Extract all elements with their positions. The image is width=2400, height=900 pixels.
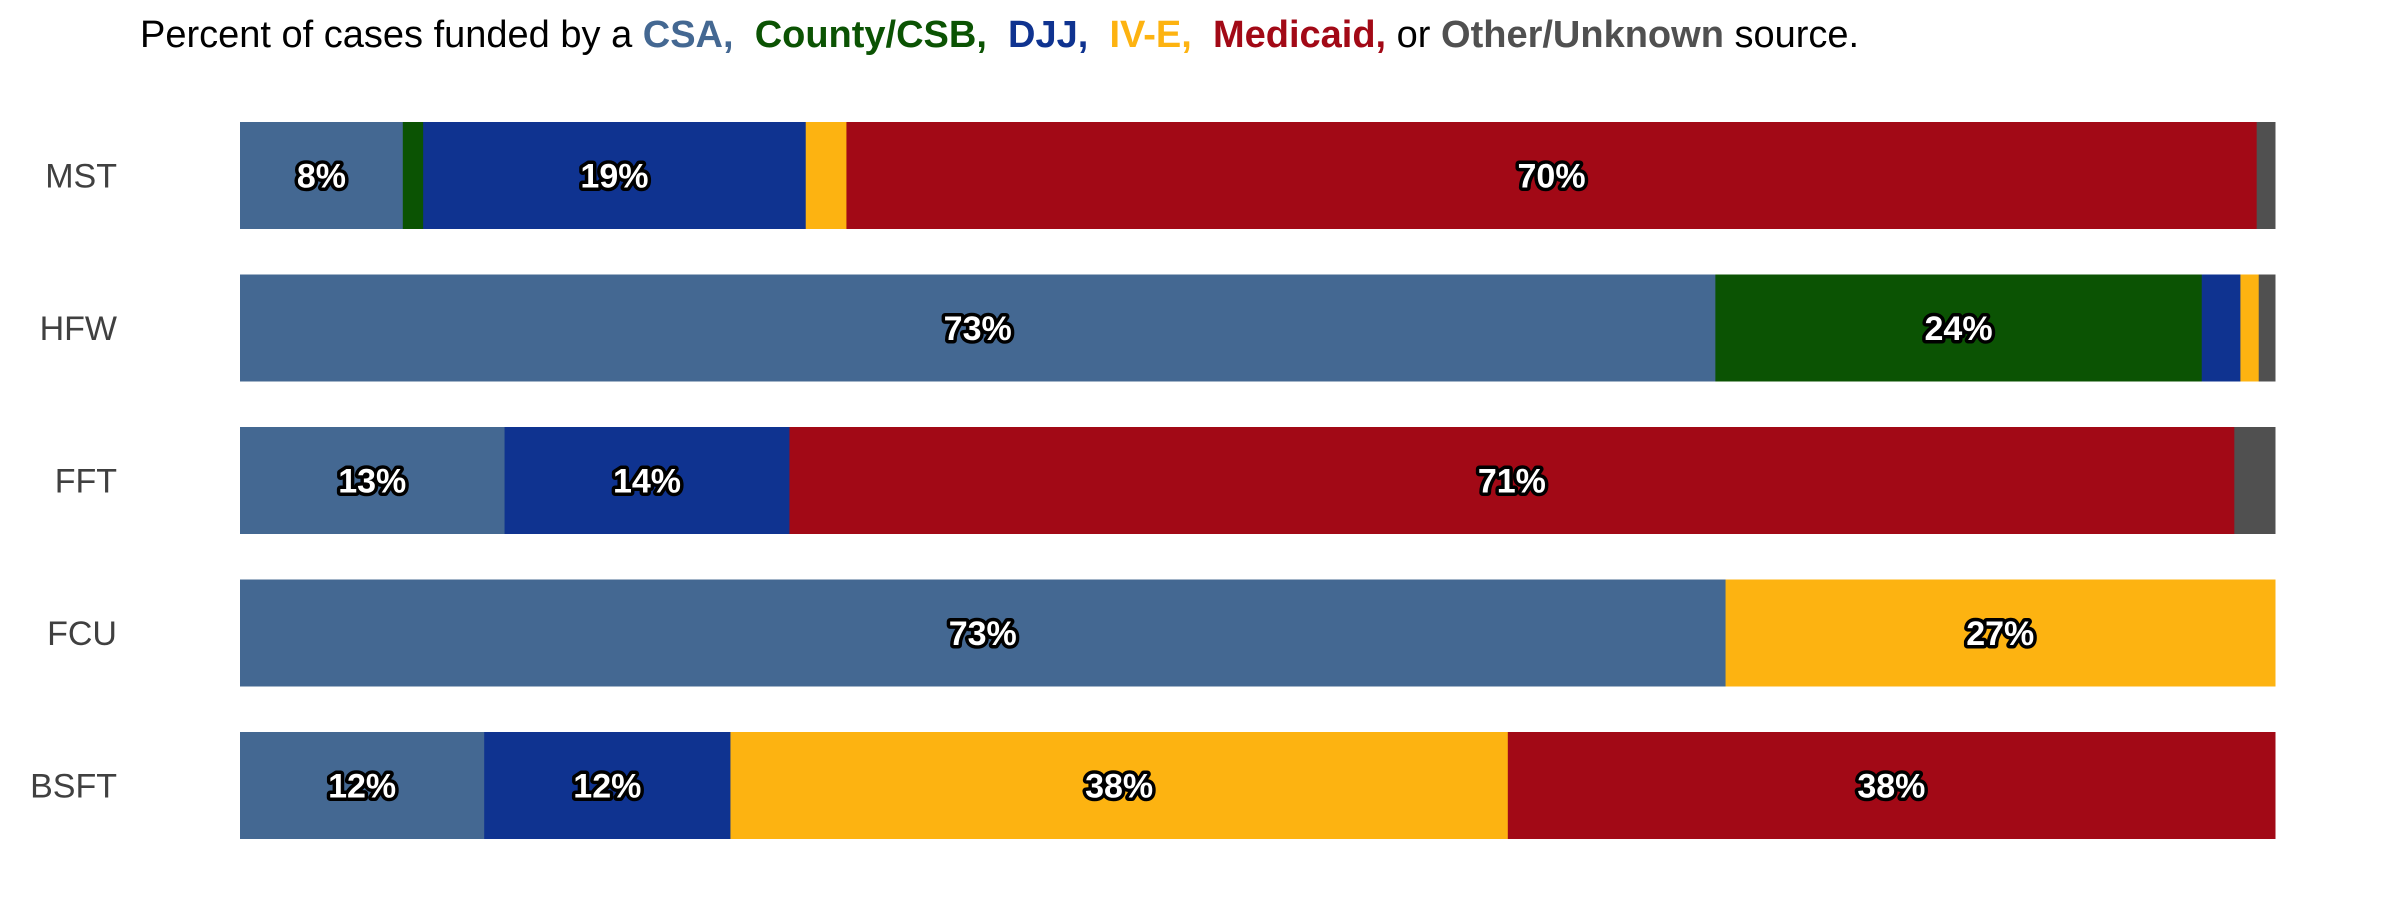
data-label-fft-djj: 14% — [613, 463, 681, 501]
title-suffix: source. — [1734, 14, 1860, 56]
bar-segment-fft-other-unknown — [2234, 427, 2276, 534]
bar-segment-fcu-csa — [240, 579, 1727, 687]
bar-segment-mst-medicaid — [846, 122, 2258, 229]
data-label-bsft-medicaid: 38% — [1857, 768, 1925, 806]
data-label-bsft-csa: 12% — [328, 768, 396, 806]
title-key-county-csb: County/CSB, — [754, 14, 987, 56]
data-label-hfw-csa: 73% — [944, 310, 1012, 348]
chart-title: Percent of cases funded by a CSA, County… — [140, 14, 1859, 57]
bar-segment-hfw-other-unknown — [2258, 274, 2276, 382]
bar-segment-mst-djj — [423, 122, 807, 229]
bars-layer — [240, 122, 2276, 839]
data-label-fft-csa: 13% — [338, 463, 406, 501]
bar-segment-mst-iv-e — [805, 122, 847, 229]
bar-segment-mst-county-csb — [402, 122, 424, 229]
bar-segment-bsft-medicaid — [1507, 732, 2276, 839]
data-label-bsft-iv-e: 38% — [1085, 768, 1153, 806]
data-label-bsft-djj: 12% — [573, 768, 641, 806]
data-label-mst-csa: 8% — [297, 158, 346, 196]
title-connector: or — [1396, 14, 1431, 56]
category-label-fft: FFT — [55, 463, 117, 501]
bar-segment-mst-other-unknown — [2256, 122, 2276, 229]
bar-segment-hfw-csa — [240, 274, 1716, 382]
bar-segment-hfw-iv-e — [2240, 274, 2260, 382]
title-key-ive: IV-E, — [1109, 14, 1192, 56]
bar-segment-fft-csa — [240, 427, 506, 534]
bar-segment-bsft-csa — [240, 732, 485, 839]
bar-segment-fcu-iv-e — [1725, 579, 2276, 687]
title-prefix: Percent of cases funded by a — [140, 14, 643, 56]
title-key-djj: DJJ, — [1008, 14, 1089, 56]
title-key-other-unknown: Other/Unknown — [1441, 14, 1724, 56]
category-label-mst: MST — [45, 158, 117, 196]
bar-segment-mst-csa — [240, 122, 404, 229]
data-label-fft-medicaid: 71% — [1478, 463, 1546, 501]
data-label-mst-djj: 19% — [580, 158, 648, 196]
title-key-medicaid: Medicaid, — [1212, 14, 1387, 56]
title-key-csa: CSA, — [642, 14, 734, 56]
bar-segment-bsft-djj — [484, 732, 731, 839]
category-label-bsft: BSFT — [30, 768, 117, 806]
bar-segment-fft-medicaid — [789, 427, 2235, 534]
data-label-fcu-iv-e: 27% — [1966, 615, 2034, 653]
bar-segment-fft-djj — [504, 427, 790, 534]
category-axis: MST HFW FFT FCU BSFT — [30, 158, 117, 806]
data-label-fcu-csa: 73% — [949, 615, 1017, 653]
category-label-fcu: FCU — [47, 615, 117, 653]
data-label-hfw-county-csb: 24% — [1925, 310, 1993, 348]
bar-segment-bsft-iv-e — [730, 732, 1509, 839]
category-label-hfw: HFW — [40, 310, 117, 348]
data-labels-layer: 8% 19% 70% 73% 24% 13% 14% 71% 73% 27% 12% 12% 38% 38… — [293, 154, 2037, 809]
bar-segment-hfw-djj — [2201, 274, 2241, 382]
bar-segment-hfw-county-csb — [1715, 274, 2203, 382]
data-label-mst-medicaid: 70% — [1518, 158, 1586, 196]
